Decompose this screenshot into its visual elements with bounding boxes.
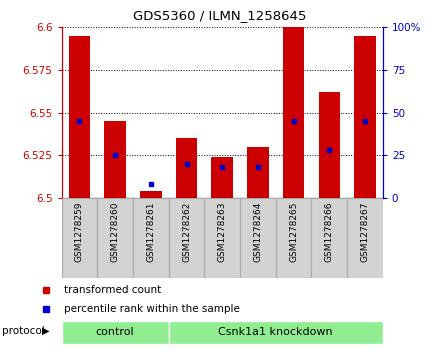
Text: GSM1278259: GSM1278259 <box>75 202 84 262</box>
Text: Csnk1a1 knockdown: Csnk1a1 knockdown <box>218 327 333 337</box>
Bar <box>169 321 383 343</box>
Bar <box>176 138 197 198</box>
Bar <box>312 198 347 278</box>
Text: ▶: ▶ <box>42 326 49 336</box>
Text: GSM1278266: GSM1278266 <box>325 202 334 262</box>
Bar <box>140 191 161 198</box>
Bar <box>240 198 276 278</box>
Bar <box>169 198 204 278</box>
Text: control: control <box>96 327 135 337</box>
Bar <box>104 121 126 198</box>
Text: GSM1278260: GSM1278260 <box>110 202 120 262</box>
Bar <box>212 157 233 198</box>
Text: GSM1278262: GSM1278262 <box>182 202 191 262</box>
Text: GSM1278267: GSM1278267 <box>360 202 370 262</box>
Text: GSM1278264: GSM1278264 <box>253 202 262 262</box>
Text: protocol: protocol <box>2 326 45 336</box>
Bar <box>62 198 97 278</box>
Bar <box>354 36 376 198</box>
Text: percentile rank within the sample: percentile rank within the sample <box>64 303 239 314</box>
Bar <box>62 321 169 343</box>
Bar <box>276 198 312 278</box>
Text: GSM1278265: GSM1278265 <box>289 202 298 262</box>
Bar <box>69 36 90 198</box>
Bar <box>133 198 169 278</box>
Text: GDS5360 / ILMN_1258645: GDS5360 / ILMN_1258645 <box>133 9 307 22</box>
Bar <box>283 27 304 198</box>
Bar <box>319 92 340 198</box>
Text: transformed count: transformed count <box>64 285 161 295</box>
Bar <box>347 198 383 278</box>
Text: GSM1278261: GSM1278261 <box>147 202 155 262</box>
Bar <box>204 198 240 278</box>
Bar <box>97 198 133 278</box>
Text: GSM1278263: GSM1278263 <box>218 202 227 262</box>
Bar <box>247 147 268 198</box>
